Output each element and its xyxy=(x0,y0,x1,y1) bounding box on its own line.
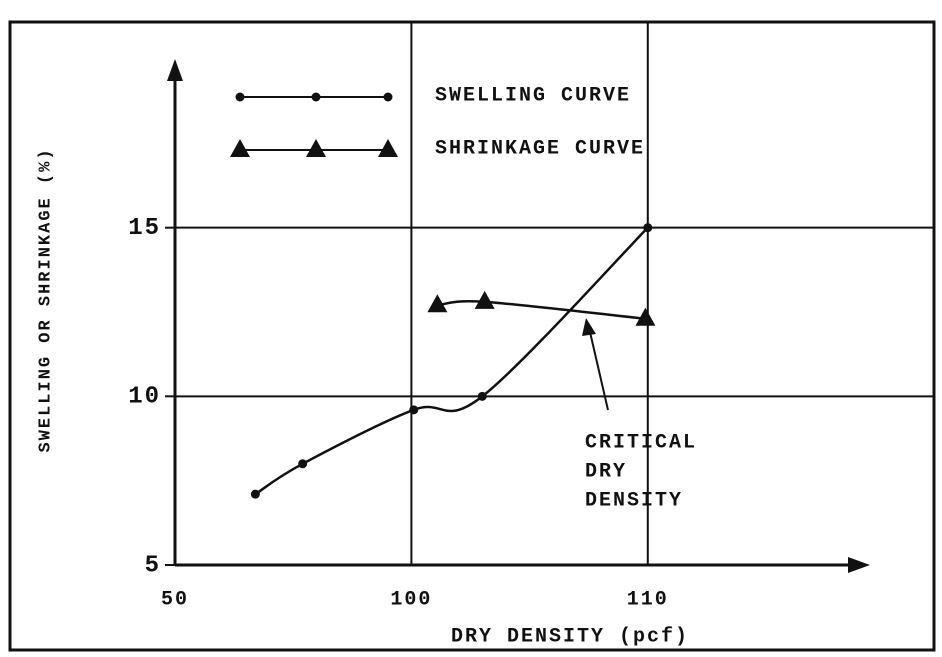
data-point xyxy=(427,294,448,313)
data-point xyxy=(477,391,487,401)
annotation: DRY xyxy=(585,460,627,483)
x-axis-arrow xyxy=(848,557,870,573)
legend-marker xyxy=(378,139,398,157)
data-point xyxy=(643,223,653,233)
series-line xyxy=(437,300,646,320)
legend-marker xyxy=(230,139,250,157)
x-tick-label: 50 xyxy=(161,588,189,611)
y-tick-label: 10 xyxy=(128,384,161,411)
y-axis-label: SWELLING OR SHRINKAGE (%) xyxy=(36,147,55,452)
data-point xyxy=(250,489,260,499)
x-tick-label: 110 xyxy=(627,588,669,611)
y-tick-label: 15 xyxy=(128,215,161,242)
y-axis-arrow xyxy=(167,59,183,81)
annotation: DENSITY xyxy=(585,489,683,512)
frame xyxy=(8,20,936,652)
y-tick-label: 5 xyxy=(145,552,161,579)
legend-marker xyxy=(311,92,321,102)
legend-marker xyxy=(383,92,393,102)
legend-label: SWELLING CURVE xyxy=(435,84,631,107)
legend-label: SHRINKAGE CURVE xyxy=(435,137,645,160)
x-axis-label: DRY DENSITY (pcf) xyxy=(451,625,689,648)
x-tick-label: 100 xyxy=(390,588,432,611)
annotation-arrowhead xyxy=(582,318,596,336)
legend-marker xyxy=(306,139,326,157)
data-point xyxy=(474,290,495,309)
annotation: CRITICAL xyxy=(585,431,697,454)
legend-marker xyxy=(235,92,245,102)
annotation-arrow xyxy=(589,331,609,411)
data-point xyxy=(409,405,419,415)
data-point xyxy=(635,307,656,326)
data-point xyxy=(298,459,308,469)
